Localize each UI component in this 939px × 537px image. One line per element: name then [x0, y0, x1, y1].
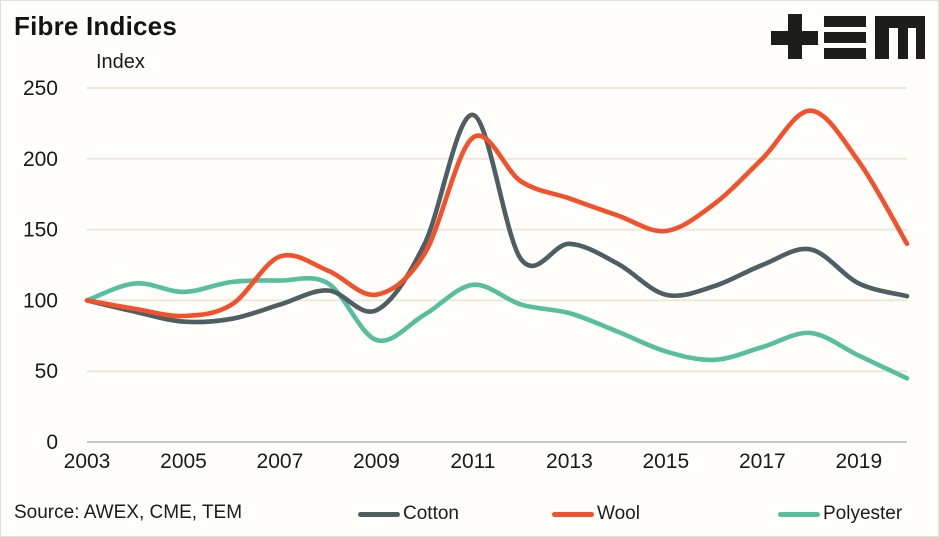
legend-item-wool: Wool: [552, 503, 640, 525]
y-tick-label: 150: [23, 219, 58, 242]
cotton-legend-label: Cotton: [403, 503, 459, 524]
legend-item-polyester: Polyester: [778, 503, 902, 525]
y-tick-label: 250: [23, 77, 58, 100]
x-tick-label: 2019: [835, 450, 882, 473]
page-title: Fibre Indices: [14, 11, 177, 41]
line-chart: 0 50 100 150 200 250 2003 2005 2007 2009 2011 2013…: [23, 51, 910, 473]
x-tick-label: 2013: [546, 450, 593, 473]
wool-legend-label: Wool: [597, 503, 640, 524]
x-tick-label: 2005: [160, 450, 207, 473]
polyester-legend-label: Polyester: [823, 503, 903, 524]
legend-item-cotton: Cotton: [358, 503, 459, 525]
polyester-line: [84, 275, 910, 381]
x-axis-tick-labels: 2003 2005 2007 2009 2011 2013 2015 2017 2019: [64, 450, 883, 473]
y-tick-label: 200: [23, 148, 58, 171]
y-tick-label: 50: [35, 360, 58, 383]
tem-logo: [771, 14, 925, 59]
y-axis-title: Index: [96, 51, 145, 73]
x-tick-label: 2011: [450, 450, 495, 473]
wool-legend-swatch: [552, 511, 594, 517]
wool-line: [84, 108, 910, 319]
x-tick-label: 2003: [64, 450, 111, 473]
x-tick-label: 2007: [257, 450, 304, 473]
x-tick-label: 2009: [353, 450, 400, 473]
plus-icon: [771, 14, 818, 59]
y-tick-label: 100: [23, 289, 58, 312]
m-icon: [875, 16, 925, 59]
y-axis-tick-labels: 0 50 100 150 200 250: [23, 77, 58, 454]
x-tick-label: 2015: [642, 450, 689, 473]
triple-bar-icon: [824, 16, 866, 59]
x-tick-label: 2017: [739, 450, 786, 473]
gridlines: [87, 87, 907, 443]
source-note: Source: AWEX, CME, TEM: [14, 502, 243, 523]
cotton-legend-swatch: [358, 511, 400, 517]
polyester-legend-swatch: [778, 511, 820, 517]
y-tick-label: 0: [46, 431, 58, 454]
